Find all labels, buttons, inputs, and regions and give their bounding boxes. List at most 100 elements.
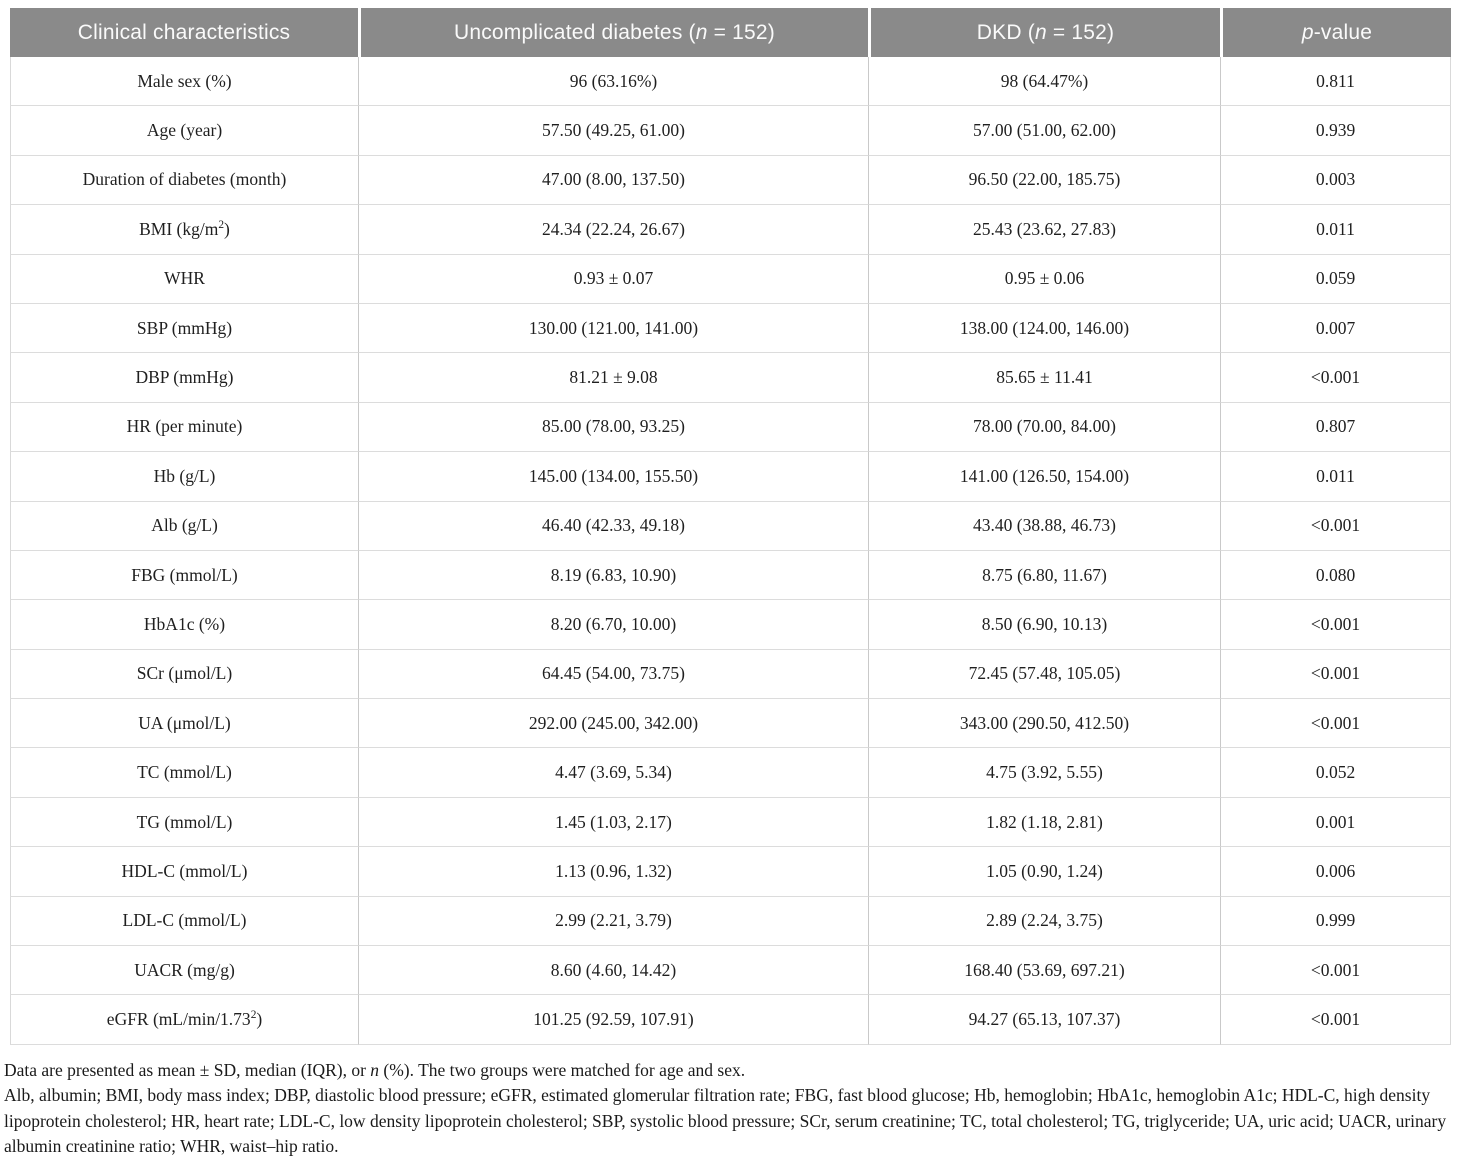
characteristic-cell: Male sex (%) <box>10 57 358 107</box>
uncomplicated-diabetes-cell: 2.99 (2.21, 3.79) <box>358 896 868 947</box>
characteristic-cell: HbA1c (%) <box>10 600 358 650</box>
table-footnotes: Data are presented as mean ± SD, median … <box>4 1058 1456 1160</box>
dkd-cell: 138.00 (124.00, 146.00) <box>868 303 1220 354</box>
column-header-uncomplicated-diabetes: Uncomplicated diabetes (n = 152) <box>358 8 868 57</box>
uncomplicated-diabetes-cell: 47.00 (8.00, 137.50) <box>358 155 868 206</box>
table-row: TC (mmol/L) 4.47 (3.69, 5.34) 4.75 (3.92, … <box>10 748 1451 798</box>
footnote-abbreviations: Alb, albumin; BMI, body mass index; DBP,… <box>4 1085 1447 1157</box>
uncomplicated-diabetes-cell: 8.60 (4.60, 14.42) <box>358 946 868 996</box>
dkd-cell: 57.00 (51.00, 62.00) <box>868 106 1220 156</box>
table-row: LDL-C (mmol/L) 2.99 (2.21, 3.79) 2.89 (2.2… <box>10 896 1451 947</box>
p-value-cell: 0.011 <box>1220 205 1451 255</box>
dkd-cell: 85.65 ± 11.41 <box>868 353 1220 403</box>
uncomplicated-diabetes-cell: 46.40 (42.33, 49.18) <box>358 501 868 551</box>
dkd-cell: 2.89 (2.24, 3.75) <box>868 896 1220 947</box>
uncomplicated-diabetes-cell: 0.93 ± 0.07 <box>358 254 868 304</box>
characteristic-cell: TG (mmol/L) <box>10 797 358 848</box>
p-value-cell: <0.001 <box>1220 699 1451 749</box>
p-value-cell: <0.001 <box>1220 946 1451 996</box>
uncomplicated-diabetes-cell: 145.00 (134.00, 155.50) <box>358 452 868 502</box>
p-value-cell: 0.006 <box>1220 847 1451 897</box>
table-row: SCr (μmol/L) 64.45 (54.00, 73.75) 72.45 (5… <box>10 649 1451 700</box>
characteristic-cell: HDL-C (mmol/L) <box>10 847 358 897</box>
column-header-p-value: p-value <box>1220 8 1451 57</box>
table-row: Duration of diabetes (month) 47.00 (8.00,… <box>10 155 1451 206</box>
table-row: UA (μmol/L) 292.00 (245.00, 342.00) 343.00… <box>10 699 1451 749</box>
uncomplicated-diabetes-cell: 85.00 (78.00, 93.25) <box>358 402 868 453</box>
characteristic-cell: BMI (kg/m2) <box>10 205 358 255</box>
p-value-cell: <0.001 <box>1220 353 1451 403</box>
characteristic-cell: Age (year) <box>10 106 358 156</box>
uncomplicated-diabetes-cell: 8.19 (6.83, 10.90) <box>358 550 868 601</box>
uncomplicated-diabetes-cell: 57.50 (49.25, 61.00) <box>358 106 868 156</box>
uncomplicated-diabetes-cell: 8.20 (6.70, 10.00) <box>358 600 868 650</box>
table-row: BMI (kg/m2) 24.34 (22.24, 26.67) 25.43 (23… <box>10 205 1451 255</box>
p-value-cell: 0.999 <box>1220 896 1451 947</box>
header-row: Clinical characteristics Uncomplicated di… <box>10 8 1451 57</box>
dkd-cell: 96.50 (22.00, 185.75) <box>868 155 1220 206</box>
table-row: HR (per minute) 85.00 (78.00, 93.25) 78.00… <box>10 402 1451 453</box>
uncomplicated-diabetes-cell: 81.21 ± 9.08 <box>358 353 868 403</box>
table-row: Male sex (%) 96 (63.16%) 98 (64.47%) 0.811 <box>10 57 1451 107</box>
characteristic-cell: HR (per minute) <box>10 402 358 453</box>
p-value-cell: <0.001 <box>1220 995 1451 1045</box>
characteristic-cell: Duration of diabetes (month) <box>10 155 358 206</box>
table-row: TG (mmol/L) 1.45 (1.03, 2.17) 1.82 (1.18, … <box>10 797 1451 848</box>
dkd-cell: 72.45 (57.48, 105.05) <box>868 649 1220 700</box>
dkd-cell: 1.05 (0.90, 1.24) <box>868 847 1220 897</box>
column-header-dkd: DKD (n = 152) <box>868 8 1220 57</box>
table-row: UACR (mg/g) 8.60 (4.60, 14.42) 168.40 (53.… <box>10 946 1451 996</box>
characteristic-cell: LDL-C (mmol/L) <box>10 896 358 947</box>
dkd-cell: 98 (64.47%) <box>868 57 1220 107</box>
table-row: DBP (mmHg) 81.21 ± 9.08 85.65 ± 11.41 <0.00… <box>10 353 1451 403</box>
p-value-cell: 0.007 <box>1220 303 1451 354</box>
dkd-cell: 8.50 (6.90, 10.13) <box>868 600 1220 650</box>
p-value-cell: 0.001 <box>1220 797 1451 848</box>
table-row: HDL-C (mmol/L) 1.13 (0.96, 1.32) 1.05 (0.9… <box>10 847 1451 897</box>
uncomplicated-diabetes-cell: 4.47 (3.69, 5.34) <box>358 748 868 798</box>
table-row: Hb (g/L) 145.00 (134.00, 155.50) 141.00 (1… <box>10 452 1451 502</box>
characteristic-cell: TC (mmol/L) <box>10 748 358 798</box>
column-header-clinical-characteristics: Clinical characteristics <box>10 8 358 57</box>
characteristic-cell: Hb (g/L) <box>10 452 358 502</box>
footnote-data-presentation: Data are presented as mean ± SD, median … <box>4 1059 746 1080</box>
p-value-cell: <0.001 <box>1220 649 1451 700</box>
uncomplicated-diabetes-cell: 24.34 (22.24, 26.67) <box>358 205 868 255</box>
p-value-cell: 0.939 <box>1220 106 1451 156</box>
dkd-cell: 4.75 (3.92, 5.55) <box>868 748 1220 798</box>
p-value-cell: 0.003 <box>1220 155 1451 206</box>
uncomplicated-diabetes-cell: 101.25 (92.59, 107.91) <box>358 995 868 1045</box>
characteristic-cell: Alb (g/L) <box>10 501 358 551</box>
characteristic-cell: FBG (mmol/L) <box>10 550 358 601</box>
uncomplicated-diabetes-cell: 96 (63.16%) <box>358 57 868 107</box>
uncomplicated-diabetes-cell: 1.45 (1.03, 2.17) <box>358 797 868 848</box>
dkd-cell: 43.40 (38.88, 46.73) <box>868 501 1220 551</box>
uncomplicated-diabetes-cell: 64.45 (54.00, 73.75) <box>358 649 868 700</box>
dkd-cell: 343.00 (290.50, 412.50) <box>868 699 1220 749</box>
dkd-cell: 1.82 (1.18, 2.81) <box>868 797 1220 848</box>
dkd-cell: 25.43 (23.62, 27.83) <box>868 205 1220 255</box>
p-value-cell: 0.807 <box>1220 402 1451 453</box>
characteristic-cell: eGFR (mL/min/1.732) <box>10 995 358 1045</box>
p-value-cell: <0.001 <box>1220 600 1451 650</box>
table-row: WHR 0.93 ± 0.07 0.95 ± 0.06 0.059 <box>10 254 1451 304</box>
table-row: Alb (g/L) 46.40 (42.33, 49.18) 43.40 (38.8… <box>10 501 1451 551</box>
characteristic-cell: SCr (μmol/L) <box>10 649 358 700</box>
table-row: HbA1c (%) 8.20 (6.70, 10.00) 8.50 (6.90, 1… <box>10 600 1451 650</box>
table-row: SBP (mmHg) 130.00 (121.00, 141.00) 138.00 … <box>10 303 1451 354</box>
p-value-cell: 0.011 <box>1220 452 1451 502</box>
dkd-cell: 94.27 (65.13, 107.37) <box>868 995 1220 1045</box>
table-row: eGFR (mL/min/1.732) 101.25 (92.59, 107.91… <box>10 995 1451 1045</box>
table-row: FBG (mmol/L) 8.19 (6.83, 10.90) 8.75 (6.80… <box>10 550 1451 601</box>
uncomplicated-diabetes-cell: 1.13 (0.96, 1.32) <box>358 847 868 897</box>
characteristic-cell: WHR <box>10 254 358 304</box>
characteristic-cell: DBP (mmHg) <box>10 353 358 403</box>
p-value-cell: 0.811 <box>1220 57 1451 107</box>
p-value-cell: 0.052 <box>1220 748 1451 798</box>
characteristic-cell: UA (μmol/L) <box>10 699 358 749</box>
p-value-cell: 0.080 <box>1220 550 1451 601</box>
p-value-cell: <0.001 <box>1220 501 1451 551</box>
uncomplicated-diabetes-cell: 130.00 (121.00, 141.00) <box>358 303 868 354</box>
characteristic-cell: SBP (mmHg) <box>10 303 358 354</box>
dkd-cell: 168.40 (53.69, 697.21) <box>868 946 1220 996</box>
